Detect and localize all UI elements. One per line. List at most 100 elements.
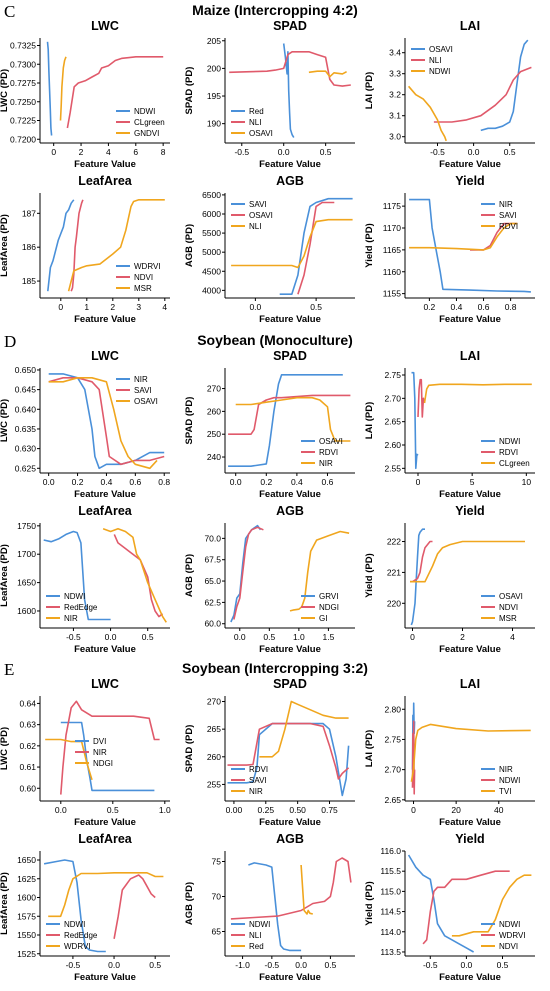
section-d: D Soybean (Monoculture) LWC 0.0 0.2 0.4 0.6 0.8… bbox=[0, 332, 535, 655]
y-tick-label: 0.650 bbox=[15, 365, 37, 375]
legend-label: RDVI bbox=[499, 448, 518, 457]
x-tick-label: -1.0 bbox=[235, 960, 250, 970]
x-tick-label: 0 bbox=[410, 632, 415, 642]
y-tick-label: 0.625 bbox=[15, 463, 37, 473]
series-line-rdvi bbox=[409, 222, 518, 251]
x-tick-label: 0.0 bbox=[249, 302, 261, 312]
y-tick-label: 1650 bbox=[17, 578, 36, 588]
series-line-osavi bbox=[48, 376, 158, 470]
y-tick-label: 2.70 bbox=[384, 765, 401, 775]
y-axis-label: LeafArea (PD) bbox=[0, 214, 10, 277]
x-tick-label: 0 bbox=[411, 805, 416, 815]
y-axis-label: AGB (PD) bbox=[184, 882, 195, 925]
x-tick-label: 1.5 bbox=[322, 632, 334, 642]
panel-title: AGB bbox=[276, 832, 304, 846]
legend: NDWI NLI Red bbox=[231, 920, 270, 951]
y-tick-label: 1525 bbox=[17, 949, 36, 959]
legend-label: NLI bbox=[249, 931, 261, 940]
x-axis-label: Feature Value bbox=[259, 817, 321, 828]
series-line-red bbox=[300, 864, 313, 915]
x-tick-label: 0.0 bbox=[460, 960, 472, 970]
panel-title: LeafArea bbox=[78, 174, 133, 188]
legend-label: NDWI bbox=[499, 920, 520, 929]
x-tick-label: 0.0 bbox=[108, 960, 120, 970]
y-tick-label: 115.0 bbox=[380, 886, 401, 896]
x-axis-label: Feature Value bbox=[439, 644, 501, 655]
panel-title: LWC bbox=[91, 677, 119, 691]
y-tick-label: 62.5 bbox=[204, 597, 221, 607]
series-line-nir bbox=[102, 527, 167, 623]
panel-title: LWC bbox=[91, 19, 119, 33]
section-title: Soybean (Monoculture) bbox=[197, 332, 353, 348]
x-tick-label: -0.5 bbox=[66, 632, 81, 642]
legend-label: OSAVI bbox=[499, 592, 523, 601]
y-tick-label: 114.5 bbox=[380, 907, 401, 917]
x-tick-label: 0 bbox=[58, 302, 63, 312]
legend-label: NLI bbox=[249, 118, 261, 127]
panel-leafarea-e: LeafArea -0.5 0.0 0.5 1525 1550 1575 1600 1625 16… bbox=[0, 832, 170, 983]
panel-title: SPAD bbox=[273, 19, 307, 33]
legend-label: NLI bbox=[429, 56, 441, 65]
series-line-rdvi bbox=[227, 722, 350, 797]
x-tick-label: 4 bbox=[106, 147, 111, 157]
legend-label: RDVI bbox=[249, 765, 268, 774]
legend: NDWI WDRVI NDVI bbox=[481, 920, 526, 951]
panel-spad-c: SPAD -0.5 0.0 0.5 190 195 200 205 Feature Value S… bbox=[184, 19, 355, 170]
series-line-osavi bbox=[308, 70, 347, 78]
x-tick-label: 6 bbox=[133, 147, 138, 157]
y-tick-label: 75 bbox=[212, 857, 222, 867]
panel-title: LWC bbox=[91, 349, 119, 363]
panel-spad-d: SPAD 0.0 0.2 0.4 0.6 240 250 260 270 Feature Valu… bbox=[184, 349, 355, 500]
series-line-nir bbox=[235, 396, 351, 442]
panel-leafarea-c: LeafArea 0 1 2 3 4 185 186 187 Feature Value LeafA… bbox=[0, 174, 170, 325]
y-tick-label: 2.60 bbox=[384, 440, 401, 450]
legend-label: WDRVI bbox=[64, 942, 91, 951]
x-tick-label: 0.5 bbox=[107, 805, 119, 815]
panel-title: Yield bbox=[455, 504, 484, 518]
y-axis-label: AGB (PD) bbox=[184, 224, 195, 267]
y-tick-label: 6000 bbox=[202, 209, 221, 219]
y-axis-label: LeafArea (PD) bbox=[0, 544, 10, 607]
series-line-rededge bbox=[113, 874, 156, 939]
legend-label: RedEdge bbox=[64, 931, 98, 940]
y-tick-label: 1625 bbox=[17, 874, 36, 884]
y-tick-label: 1600 bbox=[17, 606, 36, 616]
legend: SAVI OSAVI NLI bbox=[231, 200, 273, 231]
series-line-nir bbox=[409, 198, 531, 293]
panel-title: LeafArea bbox=[78, 832, 133, 846]
x-tick-label: 0.0 bbox=[43, 477, 55, 487]
y-tick-label: 1165 bbox=[383, 245, 402, 255]
x-axis-label: Feature Value bbox=[74, 972, 136, 983]
x-tick-label: 0.5 bbox=[320, 147, 332, 157]
x-tick-label: 0.8 bbox=[158, 477, 170, 487]
legend-label: NDWI bbox=[249, 920, 270, 929]
x-tick-label: 0.4 bbox=[451, 302, 463, 312]
y-axis-label: Yield (PD) bbox=[364, 553, 375, 598]
x-tick-label: 0.5 bbox=[310, 302, 322, 312]
legend-label: NDWI bbox=[429, 67, 450, 76]
series-line-ndwi bbox=[407, 854, 474, 953]
y-tick-label: 114.0 bbox=[380, 927, 401, 937]
series-line-nli bbox=[231, 218, 353, 269]
legend: NIR NDWI TVI bbox=[481, 765, 520, 796]
y-tick-label: 1550 bbox=[17, 930, 36, 940]
x-tick-label: 0.5 bbox=[324, 960, 336, 970]
y-tick-label: 1700 bbox=[17, 549, 36, 559]
panel-lwc-c: LWC 0 2 4 6 8 0.7200 0.7225 0.7250 0.7275 0.7300 0.… bbox=[0, 19, 170, 170]
x-tick-label: 0.4 bbox=[101, 477, 113, 487]
x-tick-label: 20 bbox=[451, 805, 461, 815]
x-tick-label: 2 bbox=[460, 632, 465, 642]
x-tick-label: 0.5 bbox=[149, 960, 161, 970]
x-tick-label: 0.2 bbox=[423, 302, 435, 312]
series-line-grvi bbox=[230, 524, 262, 623]
x-tick-label: 0.4 bbox=[291, 477, 303, 487]
series-line-savi bbox=[48, 376, 165, 466]
legend-label: SAVI bbox=[134, 386, 152, 395]
x-axis-label: Feature Value bbox=[74, 644, 136, 655]
legend: NDWI RedEdge NIR bbox=[46, 592, 98, 623]
x-tick-label: 0.75 bbox=[321, 805, 338, 815]
section-letter: C bbox=[4, 2, 15, 21]
panel-yield-e: Yield -0.5 0.0 0.5 113.5 114.0 114.5 115.0 115.5… bbox=[364, 832, 535, 983]
panel-lai-d: LAI 0 5 10 2.55 2.60 2.65 2.70 2.75 Feature Value… bbox=[364, 349, 535, 500]
x-tick-label: 0.2 bbox=[260, 477, 272, 487]
